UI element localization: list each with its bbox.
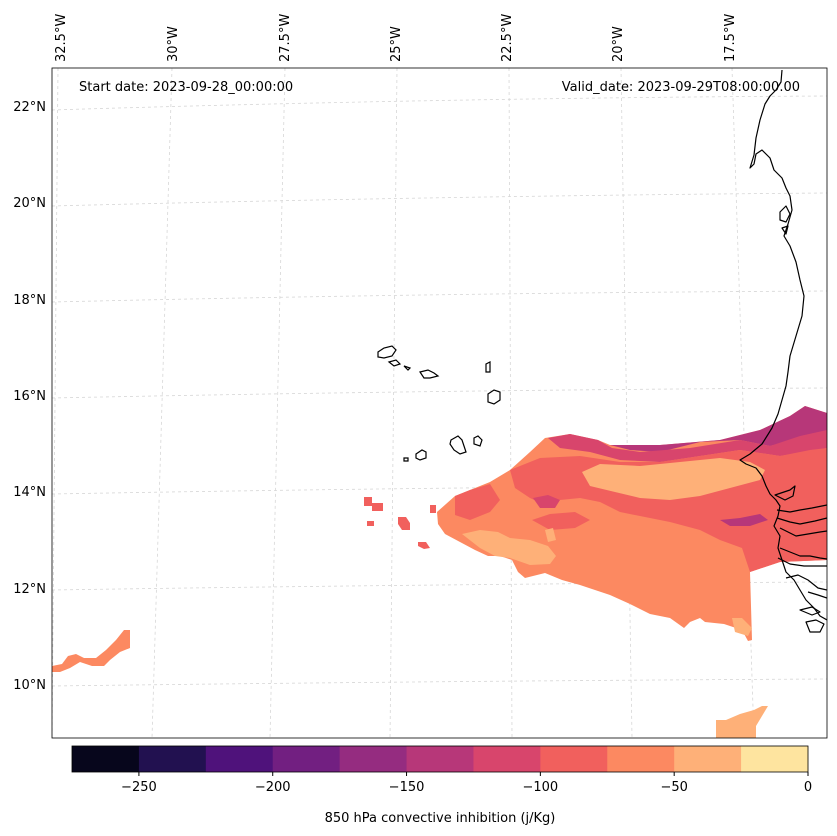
colorbar-tick-label: −50 <box>660 780 687 795</box>
colorbar-ticks: −250 −200 −150 −100 −50 0 <box>121 772 812 795</box>
latitude-labels: 22°N 20°N 18°N 16°N 14°N 12°N 10°N <box>13 100 46 693</box>
colorbar-cell <box>339 746 408 772</box>
lon-label: 25°W <box>389 26 404 62</box>
cape-verde-islands <box>377 345 501 462</box>
lon-label: 20°W <box>611 26 626 62</box>
colorbar-tick-label: −100 <box>523 780 559 795</box>
colorbar-cell <box>272 746 341 772</box>
colorbar-label: 850 hPa convective inhibition (j/Kg) <box>325 811 556 826</box>
colorbar-tick-label: −200 <box>255 780 291 795</box>
lon-label: 30°W <box>166 26 181 62</box>
colorbar-frame <box>71 745 809 773</box>
africa-coastline <box>739 69 827 621</box>
lat-label: 22°N <box>13 100 46 115</box>
colorbar-cell <box>406 746 474 772</box>
colorbar-cell <box>205 746 274 772</box>
colorbar-cell <box>540 746 608 772</box>
colorbar-cell <box>72 746 140 772</box>
valid-date-annotation: Valid_date: 2023-09-29T08:00:00.00 <box>562 80 800 95</box>
cin-contour-very-low <box>610 406 827 452</box>
cin-contour-very-high <box>582 458 765 500</box>
lon-label: 22.5°W <box>500 14 515 62</box>
colorbar-cells <box>72 746 809 772</box>
graticule <box>52 68 827 738</box>
colorbar-cell <box>607 746 675 772</box>
colorbar-cell <box>674 746 742 772</box>
colorbar: −250 −200 −150 −100 −50 0 850 hPa convective … <box>71 745 812 826</box>
lon-label: 32.5°W <box>54 14 69 62</box>
lat-label: 14°N <box>13 485 46 500</box>
lat-label: 20°N <box>13 196 46 211</box>
cin-field <box>52 406 827 738</box>
colorbar-cell <box>138 746 207 772</box>
colorbar-tick-label: 0 <box>804 780 812 795</box>
start-date-annotation: Start date: 2023-09-28_00:00:00 <box>79 80 293 95</box>
lat-label: 10°N <box>13 678 46 693</box>
lon-label: 17.5°W <box>723 14 738 62</box>
lon-label: 27.5°W <box>278 14 293 62</box>
coastlines <box>739 69 827 633</box>
colorbar-tick-label: −250 <box>121 780 157 795</box>
colorbar-tick-label: −150 <box>389 780 425 795</box>
colorbar-cell <box>473 746 541 772</box>
lat-label: 12°N <box>13 582 46 597</box>
colorbar-cell <box>741 746 809 772</box>
map-frame <box>51 67 828 739</box>
longitude-labels: 32.5°W 30°W 27.5°W 25°W 22.5°W 20°W 17.5… <box>54 14 738 62</box>
lat-label: 18°N <box>13 293 46 308</box>
lat-label: 16°N <box>13 389 46 404</box>
